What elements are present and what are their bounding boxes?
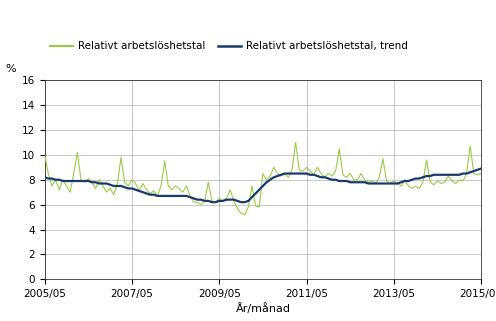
Legend: Relativt arbetslöshetstal, Relativt arbetslöshetstal, trend: Relativt arbetslöshetstal, Relativt arbe… [50,41,408,51]
X-axis label: År/månad: År/månad [236,303,290,314]
Text: %: % [5,64,15,74]
